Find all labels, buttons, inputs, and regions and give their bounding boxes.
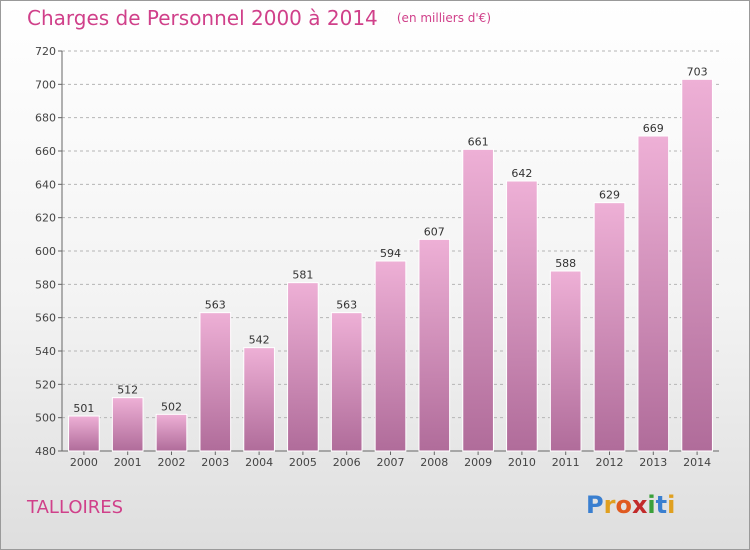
x-tick-label-2014: 2014 xyxy=(683,456,711,469)
y-tick-label: 640 xyxy=(35,178,56,191)
value-label-2008: 607 xyxy=(424,225,445,238)
logo-letter: i xyxy=(647,491,656,519)
x-tick-label-2007: 2007 xyxy=(377,456,405,469)
y-tick-label: 480 xyxy=(35,445,56,458)
y-tick-label: 540 xyxy=(35,345,56,358)
value-label-2006: 563 xyxy=(336,299,357,312)
x-tick-label-2008: 2008 xyxy=(420,456,448,469)
value-label-2004: 542 xyxy=(249,334,270,347)
value-label-2003: 563 xyxy=(205,299,226,312)
x-tick-label-2004: 2004 xyxy=(245,456,273,469)
bar-2003 xyxy=(199,312,232,452)
logo-letter: P xyxy=(586,491,604,519)
value-label-2010: 642 xyxy=(511,167,532,180)
chart-unit-label: (en milliers d'€) xyxy=(396,11,491,25)
value-label-2000: 501 xyxy=(73,402,94,415)
value-label-2007: 594 xyxy=(380,247,401,260)
y-tick-label: 600 xyxy=(35,245,56,258)
y-tick-label: 520 xyxy=(35,378,56,391)
bar-2005 xyxy=(287,282,319,452)
x-tick-label-2006: 2006 xyxy=(333,456,361,469)
logo-letter: r xyxy=(603,491,616,519)
y-tick-label: 660 xyxy=(35,145,56,158)
value-label-2014: 703 xyxy=(687,65,708,78)
bar-2001 xyxy=(111,397,144,452)
bars xyxy=(68,78,713,452)
y-tick-label: 560 xyxy=(35,312,56,325)
bar-2002 xyxy=(155,413,188,452)
title-row: Charges de Personnel 2000 à 2014 (en mil… xyxy=(27,6,491,30)
x-tick-label-2002: 2002 xyxy=(158,456,186,469)
bar-2011 xyxy=(549,270,582,452)
bar-2014 xyxy=(681,78,713,452)
x-tick-label-2011: 2011 xyxy=(552,456,580,469)
value-label-2001: 512 xyxy=(117,384,138,397)
logo-letter: o xyxy=(615,491,632,519)
value-label-2011: 588 xyxy=(555,257,576,270)
bar-2008 xyxy=(418,238,451,452)
y-tick-label: 700 xyxy=(35,78,56,91)
bar-2000 xyxy=(68,415,100,452)
value-label-2009: 661 xyxy=(468,135,489,148)
value-label-2013: 669 xyxy=(643,122,664,135)
x-tick-label-2000: 2000 xyxy=(70,456,98,469)
x-tick-label-2005: 2005 xyxy=(289,456,317,469)
x-tick-label-2001: 2001 xyxy=(114,456,142,469)
axes: 480 500 520 540 560 580 600 620 640 660 680 700 720 xyxy=(35,45,719,458)
y-tick-label: 580 xyxy=(35,278,56,291)
x-tick-label-2013: 2013 xyxy=(639,456,667,469)
x-tick-label-2009: 2009 xyxy=(464,456,492,469)
value-label-2012: 629 xyxy=(599,189,620,202)
bar-2013 xyxy=(637,135,670,452)
commune-name: TALLOIRES xyxy=(27,497,124,518)
y-tick-label: 620 xyxy=(35,212,56,225)
chart-title: Charges de Personnel 2000 à 2014 xyxy=(27,6,378,30)
x-tick-label-2003: 2003 xyxy=(201,456,229,469)
value-label-2005: 581 xyxy=(292,269,313,282)
labels: 501 2000 512 2001 502 2002 563 2003 542 2004 581 20… xyxy=(70,65,711,469)
bar-2006 xyxy=(330,312,363,452)
logo-letter: i xyxy=(667,491,676,519)
y-tick-label: 500 xyxy=(35,412,56,425)
logo-letter: x xyxy=(631,491,648,519)
x-tick-label-2010: 2010 xyxy=(508,456,536,469)
bar-2012 xyxy=(593,202,626,452)
logo-letter: t xyxy=(655,491,668,519)
y-tick-label: 720 xyxy=(35,45,56,58)
value-label-2002: 502 xyxy=(161,400,182,413)
x-tick-label-2012: 2012 xyxy=(596,456,624,469)
proxiti-logo[interactable]: Proxiti xyxy=(586,491,675,519)
y-tick-label: 680 xyxy=(35,112,56,125)
bar-2004 xyxy=(243,347,275,452)
bar-2009 xyxy=(462,148,494,452)
bar-2010 xyxy=(506,180,538,452)
bar-2007 xyxy=(374,260,407,452)
